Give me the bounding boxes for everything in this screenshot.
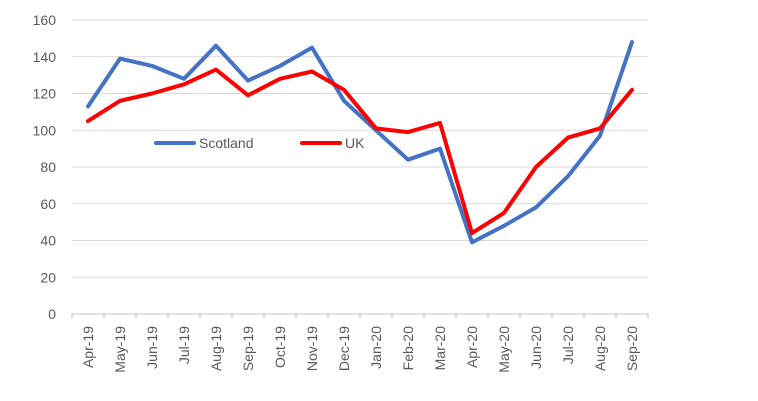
y-tick-label: 40 bbox=[40, 233, 56, 249]
x-tick-label: Dec-19 bbox=[336, 326, 352, 371]
y-tick-label: 140 bbox=[33, 49, 57, 65]
legend-label: Scotland bbox=[199, 135, 253, 151]
x-tick-label: Mar-20 bbox=[432, 326, 448, 371]
x-tick-label: Jul-20 bbox=[560, 326, 576, 364]
y-axis-ticks: 0 20 40 60 80 100 120 140 160 bbox=[33, 12, 57, 322]
legend-label: UK bbox=[345, 135, 365, 151]
x-tick-label: Apr-19 bbox=[80, 326, 96, 368]
y-tick-label: 100 bbox=[33, 122, 57, 138]
series-line-scotland bbox=[86, 40, 634, 245]
x-tick-label: Jul-19 bbox=[176, 326, 192, 364]
x-axis-ticks: Apr-19 May-19 Jun-19 Jul-19 Aug-19 Sep-19 Oct-… bbox=[71, 314, 649, 373]
x-tick-label: Aug-20 bbox=[592, 326, 608, 371]
x-tick-label: Sep-20 bbox=[624, 326, 640, 371]
y-tick-label: 160 bbox=[33, 12, 57, 28]
y-tick-label: 0 bbox=[48, 306, 56, 322]
series-lines bbox=[86, 40, 634, 245]
gridlines bbox=[72, 19, 648, 315]
x-tick-label: Jun-19 bbox=[144, 326, 160, 369]
y-tick-label: 80 bbox=[40, 159, 56, 175]
y-tick-label: 120 bbox=[33, 86, 57, 102]
x-tick-label: Jan-20 bbox=[368, 326, 384, 369]
x-tick-label: Apr-20 bbox=[464, 326, 480, 368]
x-tick-label: Feb-20 bbox=[400, 326, 416, 371]
x-tick-label: May-19 bbox=[112, 326, 128, 373]
x-tick-label: Aug-19 bbox=[208, 326, 224, 371]
y-tick-label: 60 bbox=[40, 196, 56, 212]
x-tick-label: Nov-19 bbox=[304, 326, 320, 371]
series-line-uk bbox=[86, 67, 634, 236]
x-tick-label: Sep-19 bbox=[240, 326, 256, 371]
x-tick-label: Oct-19 bbox=[272, 326, 288, 368]
x-tick-label: May-20 bbox=[496, 326, 512, 373]
legend: Scotland UK bbox=[154, 135, 365, 151]
x-tick-label: Jun-20 bbox=[528, 326, 544, 369]
y-tick-label: 20 bbox=[40, 269, 56, 285]
